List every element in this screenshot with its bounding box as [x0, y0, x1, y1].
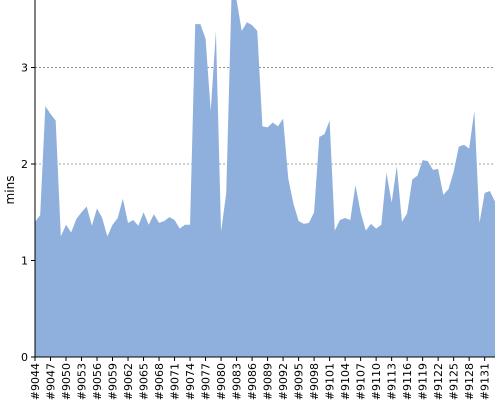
x-tick-label: #9095 — [293, 363, 306, 400]
x-tick-label: #9053 — [76, 363, 89, 400]
y-tick-label: 1 — [21, 255, 28, 268]
series-area — [35, 0, 495, 357]
x-tick-label: #9068 — [153, 363, 166, 400]
x-tick-label: #9071 — [169, 363, 182, 400]
y-tick-label: 0 — [21, 351, 28, 364]
x-tick-label: #9047 — [45, 363, 58, 400]
x-tick-label: #9056 — [91, 363, 104, 400]
y-tick-label: 3 — [21, 62, 28, 75]
x-tick-label: #9125 — [448, 363, 461, 400]
x-tick-label: #9044 — [29, 363, 42, 400]
x-tick-label: #9110 — [370, 363, 383, 400]
x-tick-label: #9086 — [246, 363, 259, 400]
x-tick-label: #9050 — [60, 363, 73, 400]
x-tick-label: #9074 — [184, 363, 197, 400]
x-tick-label: #9116 — [401, 363, 414, 400]
y-axis: 0 1 2 3 — [21, 0, 36, 364]
x-tick-label: #9128 — [463, 363, 476, 400]
x-tick-label: #9119 — [417, 363, 430, 400]
x-tick-label: #9077 — [200, 363, 213, 400]
x-tick-label: #9101 — [324, 363, 337, 400]
x-tick-label: #9131 — [479, 363, 492, 400]
x-tick-label: #9098 — [308, 363, 321, 400]
x-tick-label: #9092 — [277, 363, 290, 400]
x-tick-label: #9059 — [107, 363, 120, 400]
x-tick-label: #9080 — [215, 363, 228, 400]
x-tick-label: #9089 — [262, 363, 275, 400]
y-axis-label: mins — [3, 176, 17, 205]
x-tick-label: #9104 — [339, 363, 352, 400]
x-axis: #9044 #9047 #9050 #9053 #9056 #9059 #9062 #9065… — [29, 356, 495, 400]
x-tick-label: #9113 — [386, 363, 399, 400]
x-tick-label: #9062 — [122, 363, 135, 400]
x-tick-label: #9065 — [138, 363, 151, 400]
y-tick-label: 2 — [21, 158, 28, 171]
x-tick-label: #9083 — [231, 363, 244, 400]
x-tick-label: #9122 — [432, 363, 445, 400]
x-tick-label: #9107 — [355, 363, 368, 400]
